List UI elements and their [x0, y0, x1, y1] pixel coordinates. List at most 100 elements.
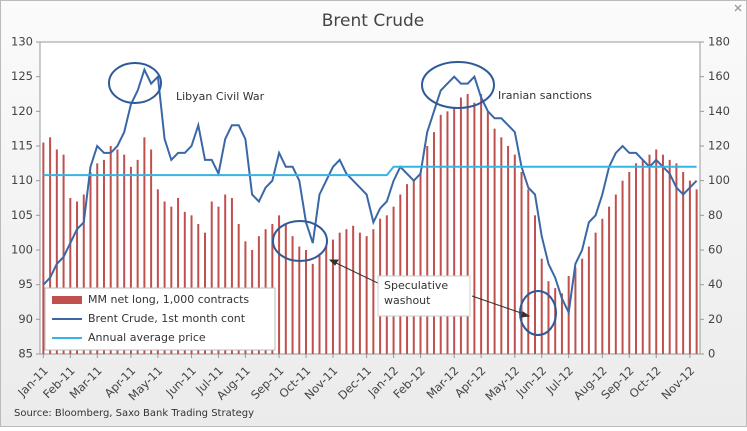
bar [183, 211, 186, 354]
legend [44, 287, 276, 351]
bar [123, 154, 126, 354]
bar [473, 102, 476, 355]
bar [648, 154, 651, 354]
y2-tick-label: 20 [708, 312, 723, 326]
bar [614, 194, 617, 354]
bar [453, 107, 456, 354]
bar [62, 154, 65, 354]
bar [143, 137, 146, 354]
y-tick-label: 90 [18, 312, 33, 326]
bar [345, 229, 348, 354]
bar [210, 201, 213, 354]
bar [621, 180, 624, 354]
bar [480, 94, 483, 354]
bar [513, 154, 516, 354]
bar [534, 215, 536, 354]
y-tick-label: 120 [11, 104, 33, 118]
bar [695, 189, 698, 354]
y-tick-label: 105 [11, 208, 33, 222]
legend-label: Brent Crude, 1st month cont [88, 312, 246, 325]
bar [49, 137, 52, 354]
bar [230, 198, 233, 354]
bar [365, 236, 368, 354]
y2-tick-label: 60 [708, 243, 723, 257]
bar [574, 267, 577, 354]
bar [419, 172, 422, 354]
y-tick-label: 115 [11, 139, 33, 153]
annotation-box [377, 275, 471, 317]
bar [278, 215, 281, 354]
bar [668, 159, 671, 354]
bar [446, 111, 449, 354]
line [42, 67, 698, 316]
y-tick-label: 85 [18, 347, 33, 361]
y2-tick-label: 140 [708, 104, 730, 118]
bar [109, 146, 112, 354]
bar [331, 239, 334, 354]
bar [96, 163, 99, 354]
bar [76, 201, 79, 354]
bar [412, 180, 415, 354]
bar [358, 232, 361, 354]
bar [69, 198, 72, 354]
y-tick-label: 110 [11, 173, 33, 187]
legend-label: Annual average price [88, 331, 206, 344]
bar [493, 128, 496, 354]
bar [426, 146, 429, 354]
bar [540, 258, 543, 354]
y-tick-label: 95 [18, 277, 33, 291]
annotation-wrap: Speculative washout [384, 279, 449, 307]
bar [190, 215, 193, 354]
bar [129, 166, 132, 354]
bar [581, 258, 584, 354]
y2-tick-label: 160 [708, 69, 730, 83]
y2-tick-label: 80 [708, 208, 723, 222]
legend-label: MM net long, 1,000 contracts [88, 293, 249, 306]
y2-tick-label: 120 [708, 139, 730, 153]
chart-title: Brent Crude [322, 11, 424, 31]
bar [567, 276, 570, 354]
bar [587, 246, 590, 354]
bar [372, 229, 375, 354]
y-tick-label: 130 [11, 35, 33, 49]
bar [661, 154, 664, 354]
line [43, 165, 697, 177]
annotation: Libyan Civil War [176, 90, 265, 103]
y2-tick-label: 100 [708, 173, 730, 187]
bar [42, 142, 45, 354]
bar [406, 184, 409, 354]
bar [439, 114, 442, 354]
bar [628, 172, 631, 354]
y-tick-label: 125 [11, 69, 33, 83]
annotation: Speculative washout [384, 279, 449, 307]
bar [635, 163, 638, 354]
bar [608, 206, 611, 354]
bar [217, 206, 220, 354]
annotation: Iranian sanctions [498, 89, 592, 102]
bar [55, 149, 58, 354]
bar [136, 159, 139, 354]
bar [311, 263, 314, 354]
bar [601, 218, 604, 354]
source: Source: Bloomberg, Saxo Bank Trading Str… [14, 408, 254, 419]
bar [163, 201, 166, 354]
bar [82, 194, 85, 354]
bar [102, 159, 105, 354]
bar [432, 132, 435, 354]
bar [655, 149, 658, 354]
bar [466, 94, 469, 354]
bar [298, 246, 301, 354]
y2-tick-label: 0 [708, 347, 715, 361]
bar [527, 189, 530, 354]
bar [641, 159, 644, 354]
bar [682, 172, 685, 354]
close-icon[interactable] [734, 4, 742, 12]
legend-swatch [52, 296, 82, 304]
bar [177, 198, 180, 354]
bar [352, 225, 355, 354]
bar [500, 137, 503, 354]
bar [520, 172, 523, 354]
bar [170, 206, 173, 354]
bar [560, 293, 563, 354]
bar [486, 111, 489, 354]
